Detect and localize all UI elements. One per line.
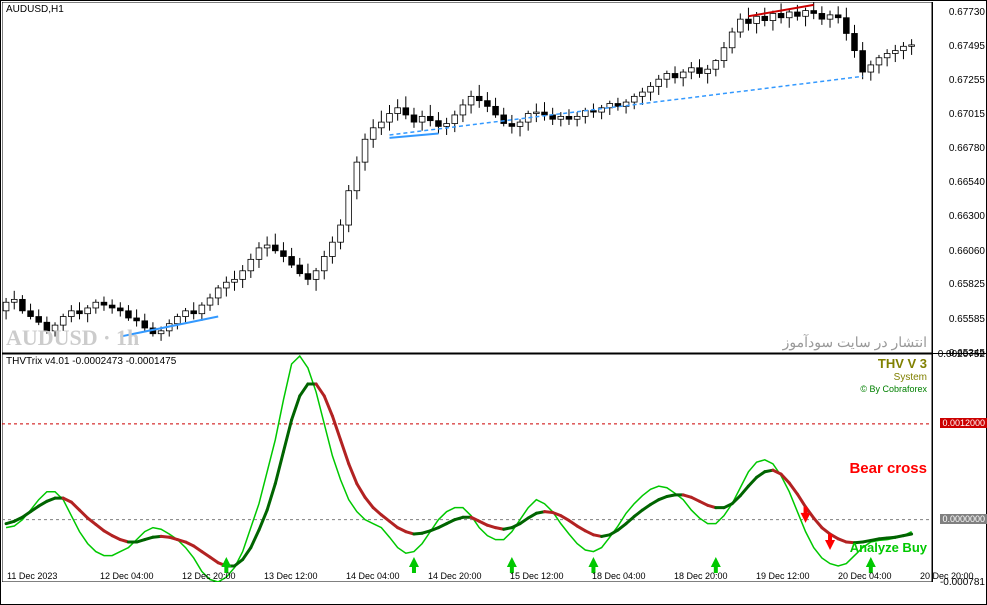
y-tick: 0.66060 bbox=[949, 246, 985, 257]
chart-container: AUDUSD,H1 AUDUSD · 1h انتشار در سایت سود… bbox=[0, 0, 987, 605]
x-tick: 20 Dec 04:00 bbox=[838, 571, 892, 581]
watermark-rtl: انتشار در سایت سودآموز bbox=[783, 334, 927, 351]
level-badge: 0.0000000 bbox=[940, 514, 987, 524]
symbol-tf: AUDUSD,H1 bbox=[6, 4, 64, 15]
x-tick: 15 Dec 12:00 bbox=[510, 571, 564, 581]
analyze-buy-label: Analyze Buy bbox=[850, 540, 927, 555]
x-tick: 11 Dec 2023 bbox=[7, 571, 57, 581]
y-tick: 0.67495 bbox=[949, 41, 985, 52]
y-tick: 0.66300 bbox=[949, 211, 985, 222]
x-tick: 12 Dec 20:00 bbox=[182, 571, 236, 581]
y-tick: 0.66780 bbox=[949, 143, 985, 154]
price-chart bbox=[2, 2, 932, 353]
y-tick: 0.67730 bbox=[949, 7, 985, 18]
indicator-chart bbox=[2, 354, 932, 582]
y-tick: 0.67015 bbox=[949, 109, 985, 120]
thv-title: THV V 3 bbox=[878, 356, 927, 371]
x-tick: 19 Dec 12:00 bbox=[756, 571, 810, 581]
indicator-y-axis: 0.0020752-0.0007810.00120000.0000000 bbox=[932, 354, 987, 582]
y-tick: 0.0020752 bbox=[938, 349, 985, 360]
x-tick: 18 Dec 20:00 bbox=[674, 571, 728, 581]
thv-system: System bbox=[894, 372, 927, 383]
indicator-panel: THVTrix v4.01 -0.0002473 -0.0001475 THV … bbox=[2, 354, 987, 582]
price-panel: AUDUSD,H1 AUDUSD · 1h انتشار در سایت سود… bbox=[2, 2, 987, 353]
x-tick: 18 Dec 04:00 bbox=[592, 571, 646, 581]
x-tick: 13 Dec 12:00 bbox=[264, 571, 318, 581]
y-tick: 0.65585 bbox=[949, 314, 985, 325]
x-tick: 14 Dec 20:00 bbox=[428, 571, 482, 581]
thv-copyright: © By Cobraforex bbox=[860, 384, 927, 394]
bear-cross-label: Bear cross bbox=[849, 460, 927, 477]
level-badge: 0.0012000 bbox=[940, 418, 987, 428]
x-tick: 12 Dec 04:00 bbox=[100, 571, 154, 581]
y-tick: 0.65825 bbox=[949, 279, 985, 290]
indicator-header: THVTrix v4.01 -0.0002473 -0.0001475 bbox=[6, 356, 176, 367]
x-axis: 11 Dec 2023 12 Dec 04:00 12 Dec 20:00 13 De… bbox=[2, 562, 932, 582]
x-tick: 14 Dec 04:00 bbox=[346, 571, 400, 581]
y-tick: 0.66540 bbox=[949, 177, 985, 188]
x-tick: 20 Dec 20:00 bbox=[920, 571, 974, 581]
y-tick: 0.67255 bbox=[949, 75, 985, 86]
watermark: AUDUSD · 1h bbox=[6, 325, 139, 351]
price-y-axis: 0.67730 0.67495 0.67255 0.67015 0.66780 0.665… bbox=[932, 2, 987, 353]
